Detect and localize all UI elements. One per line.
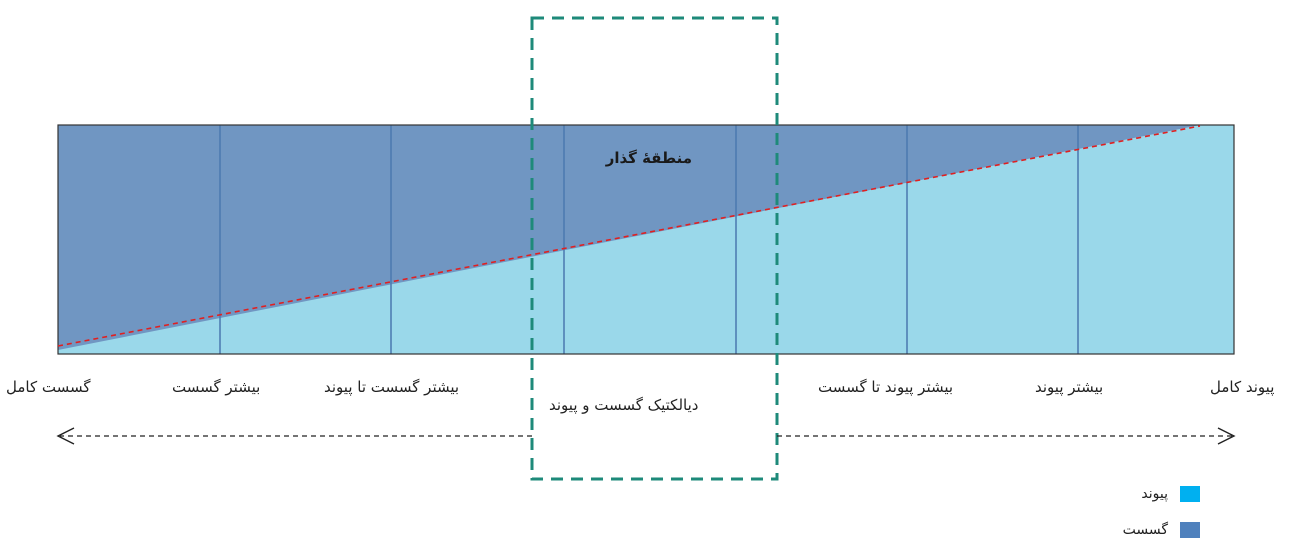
center-dialectic-label: دیالکتیک گسست و پیوند <box>549 396 699 414</box>
legend-item-peyvand: پیوند <box>1098 486 1200 502</box>
legend-swatch-peyvand <box>1180 486 1200 502</box>
section-dividers <box>219 125 1079 354</box>
transition-zone-box <box>530 16 779 481</box>
label-full-gosast: گسست کامل <box>6 378 91 396</box>
legend-swatch-gosast <box>1180 522 1200 538</box>
legend-item-gosast: گسست <box>1098 522 1200 538</box>
diagram-frame <box>57 124 1235 355</box>
left-arrow-head <box>56 427 75 445</box>
label-full-peyvand: پیوند کامل <box>1210 378 1275 396</box>
legend-label-gosast: گسست <box>1122 522 1168 538</box>
zone-title: منطقهٔ گذار <box>605 149 692 167</box>
label-mostly-peyvand: بیشتر پیوند <box>1035 378 1104 396</box>
label-gosast-to-peyvand: بیشتر گسست تا پیوند <box>324 378 460 396</box>
legend-label-peyvand: پیوند <box>1141 486 1168 502</box>
peyvand-region <box>58 125 1234 354</box>
label-mostly-gosast: بیشتر گسست <box>172 378 261 396</box>
label-peyvand-to-gosast: بیشتر پیوند تا گسست <box>818 378 954 396</box>
right-arrow-head <box>1217 427 1236 445</box>
trend-line <box>57 125 1201 347</box>
